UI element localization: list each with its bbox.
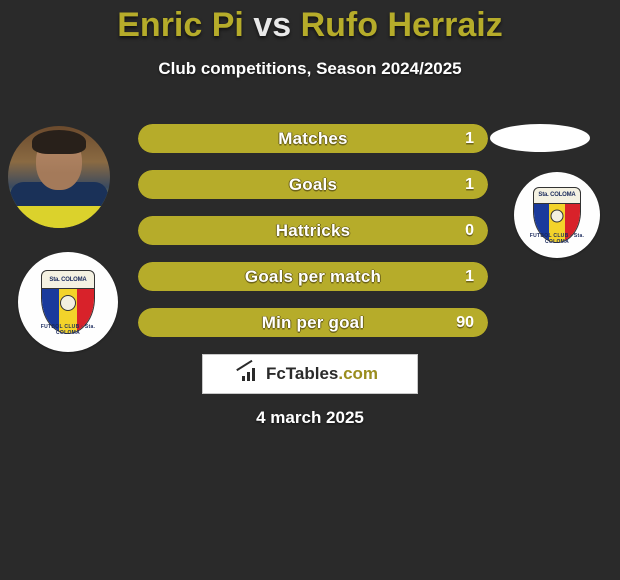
stat-bar: Goals per match 1: [138, 262, 488, 291]
player2-club-crest: Sta. COLOMA FUTBOL CLUB · Sta. COLOMA: [514, 172, 600, 258]
bar-label: Goals per match: [138, 262, 488, 291]
page-title: Enric Pi vs Rufo Herraiz: [0, 0, 620, 45]
bar-label: Matches: [138, 124, 488, 153]
crest-top-text: Sta. COLOMA: [533, 187, 581, 204]
bar-value-right: 90: [456, 308, 474, 337]
bar-value-right: 0: [465, 216, 474, 245]
subtitle: Club competitions, Season 2024/2025: [0, 59, 620, 79]
brand-text: FcTables.com: [266, 364, 378, 384]
title-player2: Rufo Herraiz: [301, 6, 503, 44]
crest-ring-text: FUTBOL CLUB · Sta. COLOMA: [527, 233, 587, 245]
brand-domain: .com: [338, 364, 378, 383]
stat-bar: Matches 1: [138, 124, 488, 153]
player1-avatar: [8, 126, 110, 228]
bar-label: Hattricks: [138, 216, 488, 245]
bar-value-right: 1: [465, 262, 474, 291]
bar-label: Goals: [138, 170, 488, 199]
stat-bar: Goals 1: [138, 170, 488, 199]
brand-chart-icon: [242, 367, 260, 381]
title-vs: vs: [253, 6, 291, 44]
player1-club-crest: Sta. COLOMA FUTBOL CLUB · Sta. COLOMA: [18, 252, 118, 352]
crest-ring-text: FUTBOL CLUB · Sta. COLOMA: [35, 324, 101, 336]
bar-value-right: 1: [465, 170, 474, 199]
brand-name: FcTables: [266, 364, 338, 383]
bar-label: Min per goal: [138, 308, 488, 337]
title-player1: Enric Pi: [117, 6, 244, 44]
crest-top-text: Sta. COLOMA: [41, 270, 95, 289]
brand-box[interactable]: FcTables.com: [202, 354, 418, 394]
player2-avatar-placeholder: [490, 124, 590, 152]
stat-bar: Hattricks 0: [138, 216, 488, 245]
date-label: 4 march 2025: [0, 408, 620, 428]
stat-bar: Min per goal 90: [138, 308, 488, 337]
stat-bars: Matches 1 Goals 1 Hattricks 0 Goals per …: [138, 124, 488, 354]
bar-value-right: 1: [465, 124, 474, 153]
